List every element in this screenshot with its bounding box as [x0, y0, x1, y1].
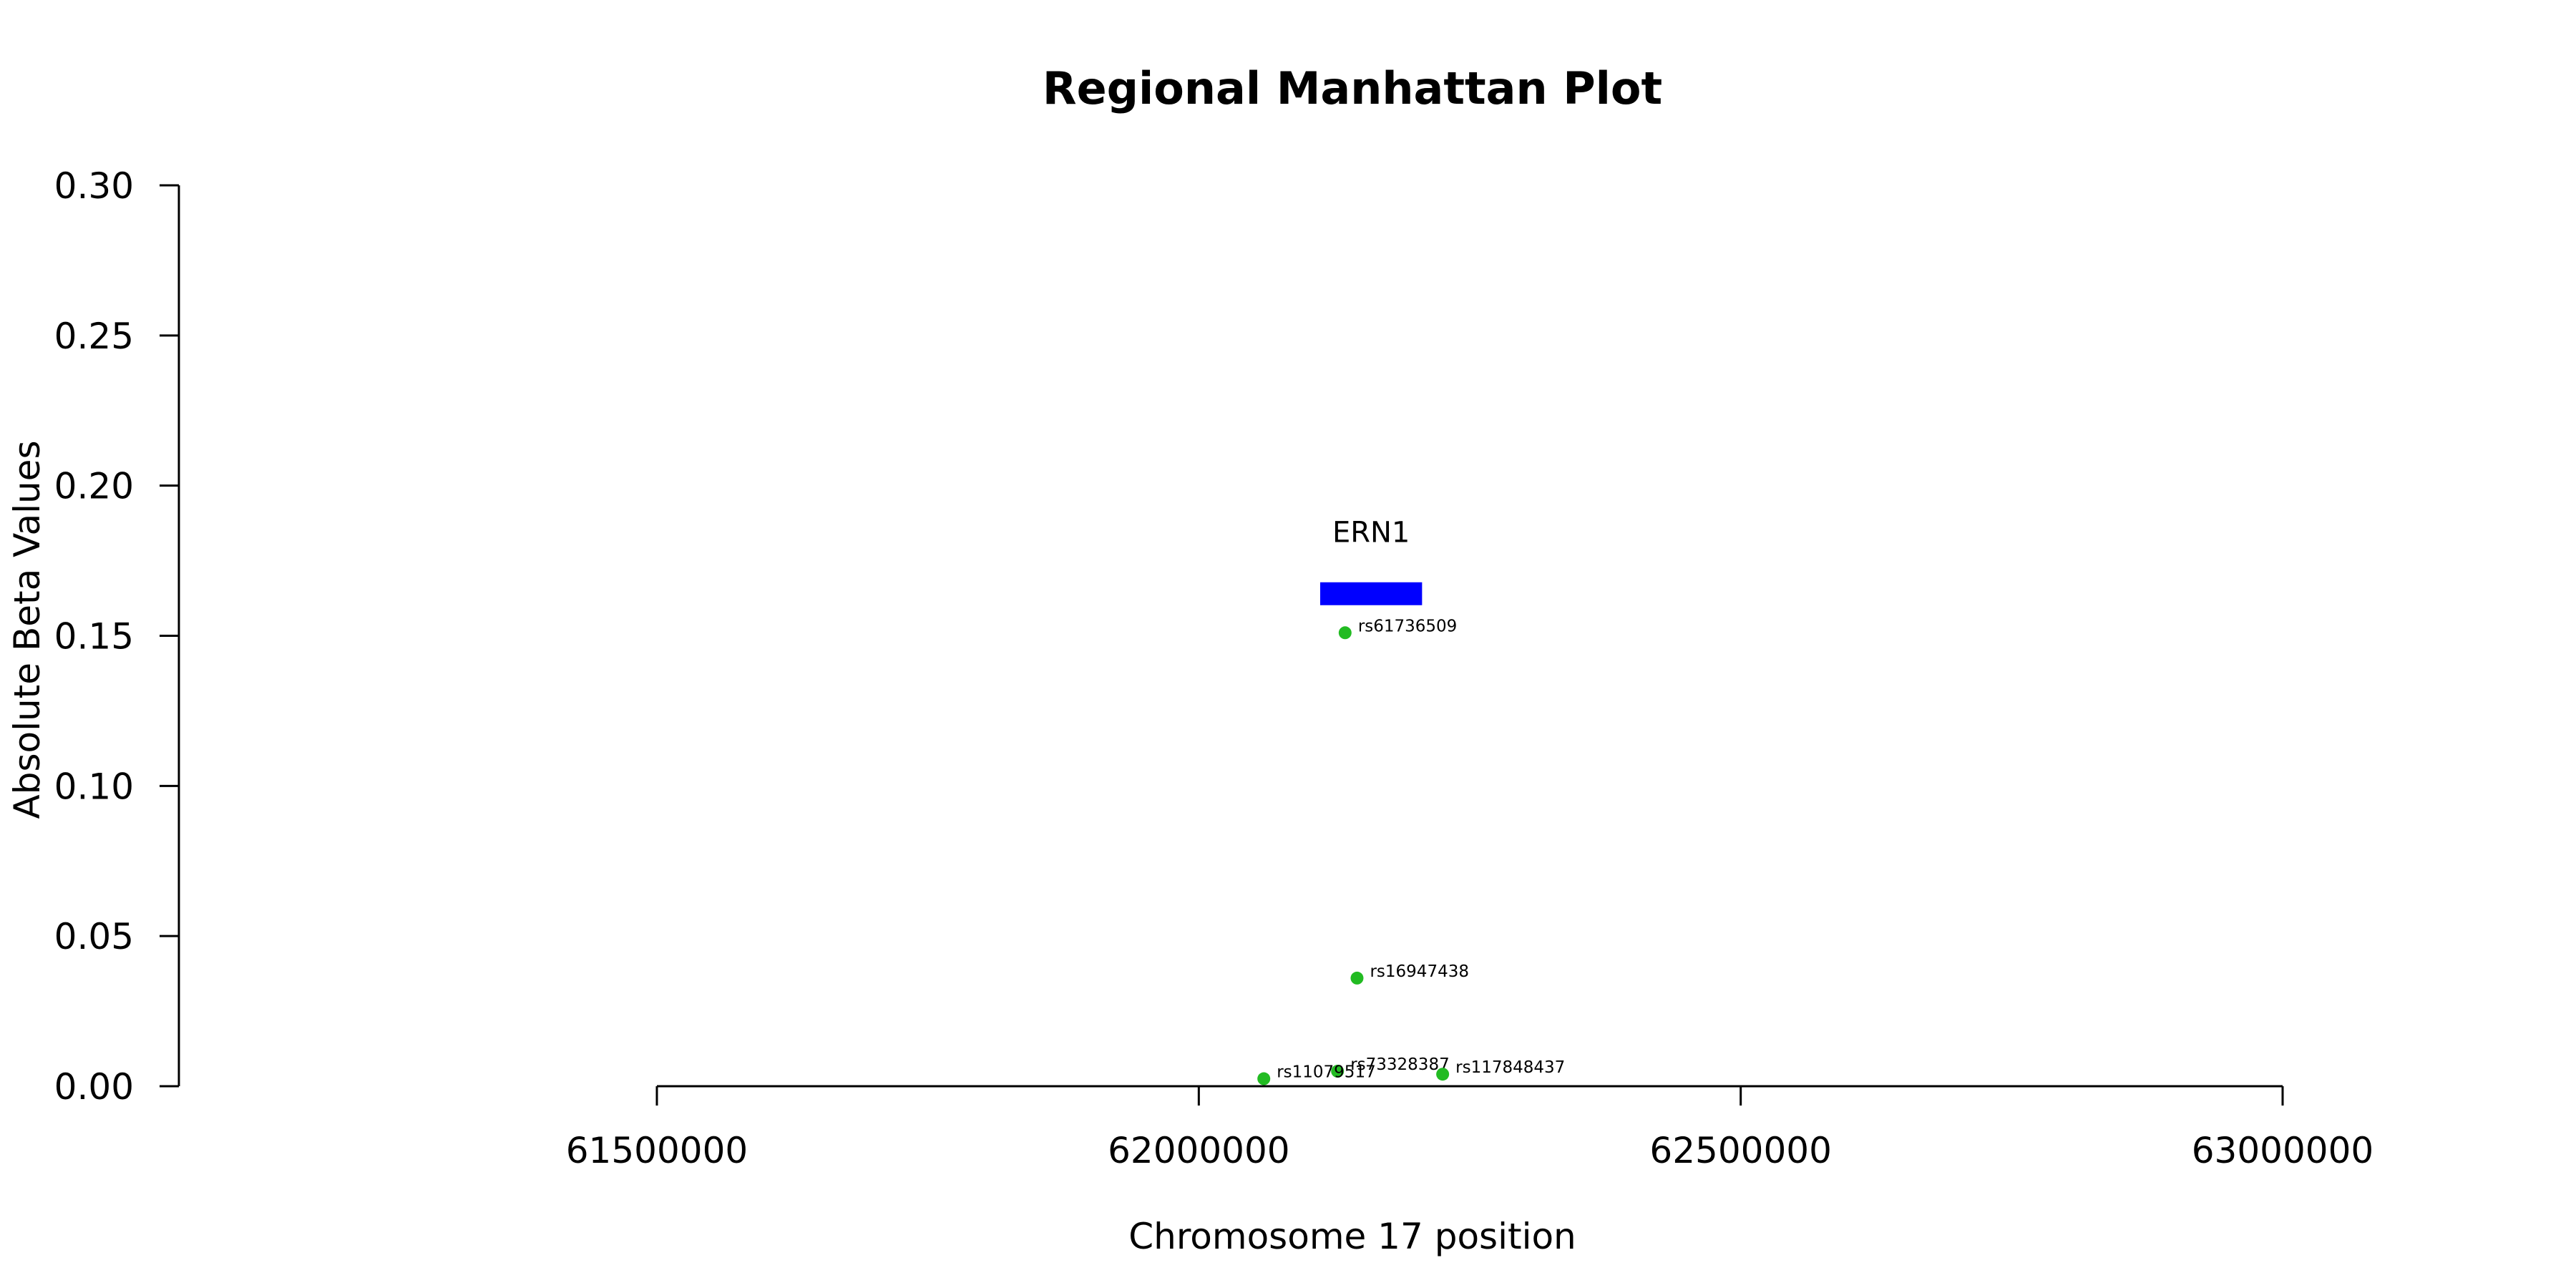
gene-track: ERN1: [1319, 517, 1423, 605]
y-tick-label: 0.15: [54, 616, 134, 658]
snp-label: rs16947438: [1370, 962, 1469, 981]
gene-label: ERN1: [1332, 517, 1410, 550]
snp-point: [1257, 1072, 1271, 1085]
y-tick-label: 0.00: [54, 1066, 134, 1108]
snp-point: [1350, 971, 1364, 985]
x-tick-label: 62000000: [1108, 1130, 1290, 1171]
snp-label: rs73328387: [1350, 1055, 1450, 1074]
x-axis: 61500000 62000000 62500000 63000000: [566, 1085, 2374, 1171]
chart-title: Regional Manhattan Plot: [1043, 62, 1662, 114]
y-tick-label: 0.05: [54, 916, 134, 957]
snp-label: rs11079517: [1277, 1063, 1376, 1082]
snp-point: [1338, 626, 1352, 640]
snp-point: [1436, 1068, 1450, 1081]
snp-label: rs61736509: [1358, 617, 1458, 635]
x-tick-label: 61500000: [566, 1130, 748, 1171]
x-axis-label: Chromosome 17 position: [1128, 1216, 1576, 1257]
snp-label: rs117848437: [1455, 1058, 1565, 1077]
y-axis-label: Absolute Beta Values: [6, 441, 48, 819]
y-tick-label: 0.30: [54, 165, 134, 207]
y-tick-label: 0.10: [54, 766, 134, 807]
snp-points: rs61736509 rs16947438 rs73328387rs11079517…: [1257, 617, 1565, 1085]
gene-bar: [1319, 582, 1423, 605]
x-tick-label: 62500000: [1649, 1130, 1832, 1171]
y-tick-label: 0.20: [54, 466, 134, 507]
y-tick-label: 0.25: [54, 316, 134, 357]
y-axis: 0.00 0.05 0.10 0.15 0.20 0.25 0.30: [54, 165, 180, 1108]
x-tick-label: 63000000: [2192, 1130, 2374, 1171]
snp-point: [1331, 1065, 1345, 1078]
